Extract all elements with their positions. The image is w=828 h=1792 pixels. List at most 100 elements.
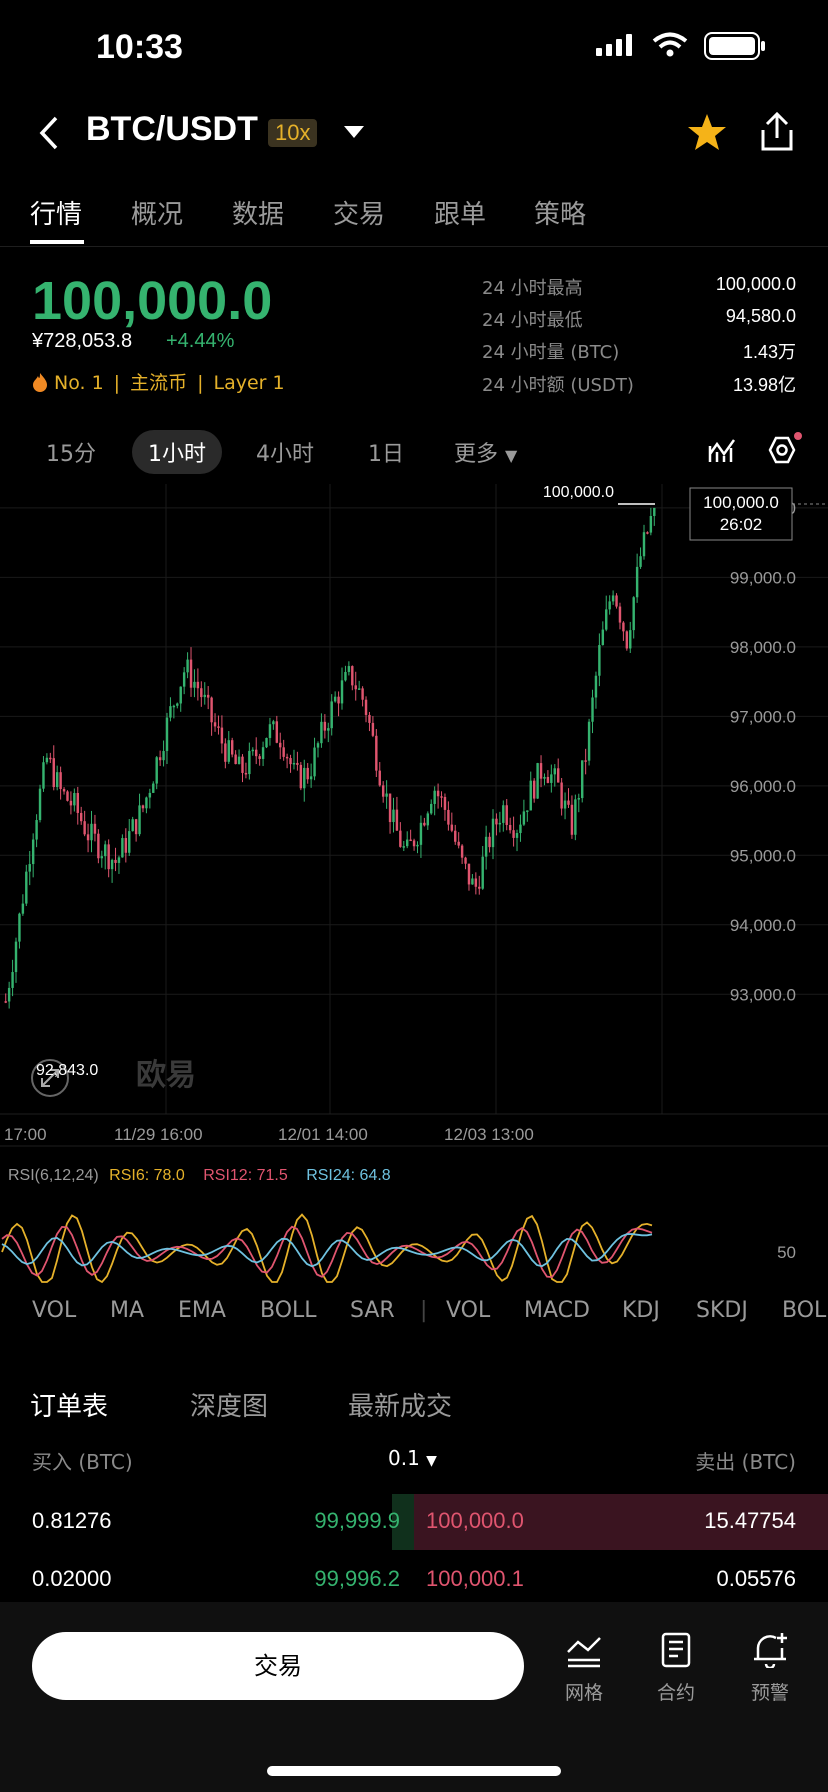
alert-button[interactable]: 预警 <box>730 1632 810 1705</box>
indicator-vol[interactable]: VOL <box>32 1298 77 1323</box>
candle-body <box>158 757 162 761</box>
indicator-boll[interactable]: BOLL <box>260 1298 317 1323</box>
share-icon[interactable] <box>760 112 794 152</box>
candle-body <box>275 721 279 743</box>
candle-body <box>55 772 59 788</box>
candle-body <box>323 721 327 731</box>
candle-countdown: 26:02 <box>720 515 763 534</box>
candle-body <box>423 822 426 826</box>
candle-body <box>230 740 234 755</box>
y-tick-label: 98,000.0 <box>730 638 796 657</box>
tab-data[interactable]: 数据 <box>232 200 285 230</box>
indicator-vol-sub[interactable]: VOL <box>446 1298 491 1323</box>
cny-price: ¥728,053.8 <box>32 330 133 352</box>
candle-body <box>591 697 594 722</box>
candle-body <box>128 831 131 853</box>
candle-body <box>587 721 591 761</box>
home-indicator <box>267 1766 561 1776</box>
candle-body <box>268 724 272 738</box>
tag-row: No. 1 | 主流币 | Layer 1 <box>32 368 285 395</box>
indicator-kdj[interactable]: KDJ <box>622 1298 660 1323</box>
interval-15m[interactable]: 15分 <box>46 442 96 467</box>
tab-depth[interactable]: 深度图 <box>190 1392 269 1422</box>
orderbook-row[interactable]: 0.81276 99,999.9 100,000.0 15.47754 <box>0 1494 828 1550</box>
grid-icon <box>567 1637 601 1668</box>
candle-body <box>546 776 550 783</box>
indicator-sar[interactable]: SAR <box>350 1298 395 1323</box>
leverage-badge: 10x <box>268 119 318 147</box>
tag-layer[interactable]: Layer 1 <box>213 372 285 394</box>
candle-body <box>327 728 330 731</box>
candle-body <box>196 681 200 689</box>
candle-body <box>381 785 385 797</box>
candle-body <box>227 740 230 762</box>
trade-button[interactable]: 交易 <box>32 1632 524 1700</box>
candle-body <box>4 1001 7 1003</box>
settings-hex-icon[interactable] <box>764 432 804 468</box>
back-arrow-icon[interactable] <box>38 116 60 150</box>
rsi-line <box>1 1233 653 1268</box>
candle-body <box>399 830 402 847</box>
price-change: +4.44% <box>166 330 235 352</box>
y-axis: 100,000.099,000.098,000.097,000.096,000.… <box>720 499 796 1004</box>
tab-latest-trades[interactable]: 最新成交 <box>348 1392 453 1422</box>
alert-label: 预警 <box>750 1682 789 1704</box>
price-chart[interactable]: 100,000.0 99,000.0 98,000.0 97,000.0 96,000.… <box>0 484 828 1284</box>
tab-overview[interactable]: 概况 <box>131 200 184 230</box>
precision-select[interactable]: 0.1 ▼ <box>388 1446 437 1470</box>
indicator-chart-icon[interactable] <box>708 436 736 464</box>
contract-icon <box>661 1632 691 1668</box>
indicator-ema[interactable]: EMA <box>178 1298 226 1323</box>
caret-down-icon[interactable] <box>344 126 364 140</box>
candle-body <box>104 844 107 857</box>
candle-body <box>11 972 14 988</box>
candle-body <box>234 754 237 765</box>
orderbook-row[interactable]: 0.02000 99,996.2 100,000.1 0.05576 <box>0 1552 828 1608</box>
candle-body <box>368 714 371 723</box>
ask-price: 100,000.0 <box>426 1508 524 1533</box>
candle-body <box>165 717 169 752</box>
tab-market[interactable]: 行情 <box>30 200 83 230</box>
tag-rank[interactable]: No. 1 <box>54 372 104 394</box>
indicator-boll-sub[interactable]: BOL <box>782 1298 827 1323</box>
indicator-skdj[interactable]: SKDJ <box>696 1298 748 1323</box>
candle-body <box>433 790 436 804</box>
current-price-tag <box>689 487 793 541</box>
candle-body <box>563 800 567 809</box>
pair-title[interactable]: BTC/USDT <box>86 110 258 148</box>
ask-qty: 0.05576 <box>716 1566 796 1591</box>
contract-button[interactable]: 合约 <box>636 1632 716 1705</box>
interval-more[interactable]: 更多 ▼ <box>454 436 517 468</box>
candle-body <box>632 597 635 631</box>
candle-body <box>241 756 244 773</box>
interval-1h[interactable]: 1小时 <box>132 430 222 474</box>
candle-body <box>306 767 309 780</box>
indicator-ma[interactable]: MA <box>110 1298 145 1323</box>
candle-body <box>73 793 76 806</box>
tag-category[interactable]: 主流币 <box>130 372 188 394</box>
indicator-macd[interactable]: MACD <box>524 1298 590 1323</box>
candle-body <box>608 601 611 610</box>
interval-4h[interactable]: 4小时 <box>256 442 314 467</box>
ask-qty: 15.47754 <box>704 1508 796 1533</box>
tab-trade[interactable]: 交易 <box>333 200 386 230</box>
candle-body <box>347 666 351 672</box>
grid-bot-button[interactable]: 网格 <box>544 1632 624 1705</box>
candle-body <box>653 507 656 516</box>
candle-body <box>419 822 423 845</box>
candle-body <box>217 726 220 728</box>
candle-body <box>244 772 248 775</box>
interval-1d[interactable]: 1日 <box>368 442 404 467</box>
candle-body <box>574 799 577 835</box>
expand-icon[interactable] <box>31 1059 69 1097</box>
candle-body <box>155 757 158 784</box>
tab-copy[interactable]: 跟单 <box>434 200 487 230</box>
candle-body <box>340 680 344 704</box>
tab-orderbook[interactable]: 订单表 <box>30 1392 109 1422</box>
star-icon[interactable] <box>686 112 728 152</box>
candle-body <box>134 819 138 835</box>
tab-strategy[interactable]: 策略 <box>534 200 587 230</box>
rsi-line <box>1 1225 653 1279</box>
fire-icon <box>33 373 47 392</box>
candle-body <box>38 788 42 821</box>
